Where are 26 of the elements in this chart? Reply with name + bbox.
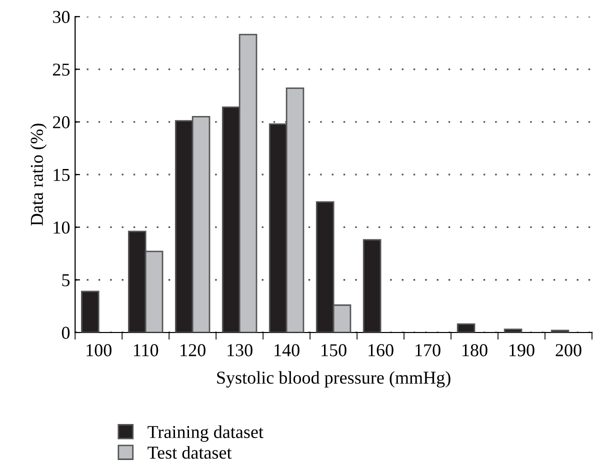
- x-tick-label: 200: [556, 344, 582, 356]
- y-axis-title: Data ratio (%): [30, 124, 47, 226]
- x-tick-label: 100: [86, 344, 112, 356]
- y-tick-label: 30: [53, 10, 70, 24]
- y-tick-label: 15: [54, 168, 70, 182]
- bar: [362, 239, 382, 332]
- legend-label: Training dataset: [148, 425, 264, 442]
- x-tick-label: 180: [462, 344, 488, 356]
- y-tick-label: 10: [54, 221, 70, 234]
- bar: [550, 330, 570, 332]
- x-tick-label: 150: [322, 344, 346, 356]
- x-tick-label: 130: [228, 344, 252, 356]
- x-tick-label: 170: [416, 344, 440, 356]
- bar: [456, 323, 476, 332]
- x-tick-label: 160: [368, 344, 394, 356]
- bar: [504, 328, 522, 332]
- y-tick-label: 20: [53, 116, 70, 128]
- y-tick-label: 0: [62, 326, 70, 339]
- x-axis-title: Systolic blood pressure (mmHg): [217, 371, 450, 388]
- x-tick-label: 120: [180, 344, 206, 356]
- y-tick-label: 5: [62, 274, 70, 286]
- x-tick-label: 140: [274, 344, 300, 356]
- legend-label: Test dataset: [148, 446, 232, 459]
- y-tick-label: 25: [53, 64, 70, 76]
- x-tick-label: 190: [510, 344, 534, 356]
- x-tick-label: 110: [134, 344, 158, 356]
